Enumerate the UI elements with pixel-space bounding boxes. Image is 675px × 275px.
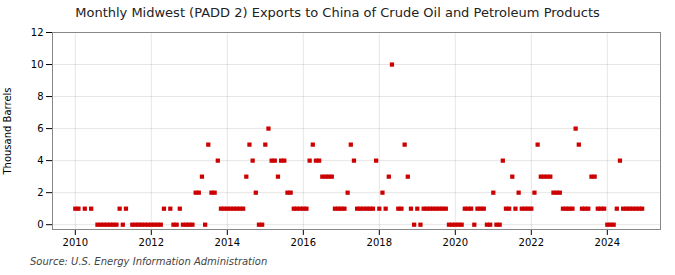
svg-text:2016: 2016: [291, 237, 316, 248]
svg-text:6: 6: [37, 123, 43, 134]
svg-text:2024: 2024: [595, 237, 620, 248]
svg-text:2014: 2014: [215, 237, 240, 248]
svg-text:10: 10: [31, 59, 44, 70]
svg-text:2022: 2022: [519, 237, 544, 248]
svg-text:2: 2: [37, 187, 43, 198]
svg-text:Thousand Barrels: Thousand Barrels: [2, 87, 13, 175]
svg-text:0: 0: [37, 219, 43, 230]
svg-text:2012: 2012: [139, 237, 164, 248]
html-text:Source: U.S. Energy Informatio: Source: U.S. Energy Information Administ…: [30, 256, 268, 267]
svg-text:12: 12: [31, 27, 44, 38]
svg-text:2018: 2018: [367, 237, 392, 248]
svg-text:8: 8: [37, 91, 43, 102]
svg-text:2010: 2010: [63, 237, 88, 248]
svg-text:4: 4: [37, 155, 43, 166]
svg-text:2020: 2020: [443, 237, 468, 248]
html-text:Monthly Midwest (PADD 2) Expor: Monthly Midwest (PADD 2) Exports to Chin…: [75, 5, 600, 20]
